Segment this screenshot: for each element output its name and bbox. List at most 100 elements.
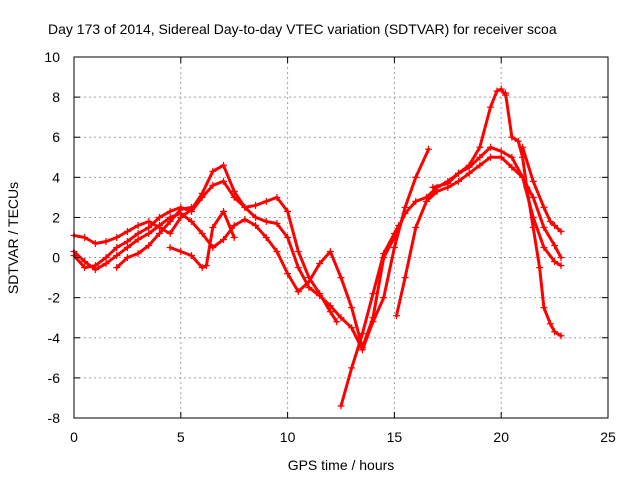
- data-point: [487, 143, 495, 151]
- series-track-7: [501, 89, 565, 340]
- x-tick-label: 20: [493, 429, 509, 445]
- data-point: [166, 244, 174, 252]
- data-point: [220, 207, 228, 215]
- data-point: [348, 324, 356, 332]
- data-point: [546, 217, 554, 225]
- data-point: [497, 85, 505, 93]
- chart-title: Day 173 of 2014, Sidereal Day-to-day VTE…: [48, 21, 557, 37]
- data-point: [401, 209, 409, 217]
- data-point: [412, 197, 420, 205]
- data-point: [425, 145, 433, 153]
- data-point: [252, 221, 260, 229]
- y-tick-label: -6: [48, 370, 61, 386]
- data-point: [113, 264, 121, 272]
- data-point: [145, 242, 153, 250]
- data-point: [284, 207, 292, 215]
- data-point: [433, 187, 441, 195]
- tick-labels: 0 5 10 15 20 25 -8 -6 -4 -2 0 2 4 6 8 10: [44, 49, 616, 445]
- data-point: [326, 248, 334, 256]
- data-point: [294, 264, 302, 272]
- y-tick-label: 2: [52, 209, 60, 225]
- data-point: [220, 177, 228, 185]
- data-point: [134, 229, 142, 237]
- series-track-1: [70, 161, 341, 326]
- data-point: [540, 244, 548, 252]
- data-point: [81, 258, 89, 266]
- data-point: [476, 153, 484, 161]
- series-track-5: [393, 153, 565, 320]
- data-point: [113, 244, 121, 252]
- data-point: [523, 183, 531, 191]
- data-point: [305, 278, 313, 286]
- data-point: [102, 254, 110, 262]
- data-point: [145, 229, 153, 237]
- data-point: [540, 223, 548, 231]
- data-point: [476, 143, 484, 151]
- series-line: [168, 209, 236, 270]
- data-point: [123, 254, 131, 262]
- data-point: [395, 221, 403, 229]
- data-point: [348, 304, 356, 312]
- data-point: [305, 284, 313, 292]
- data-point: [358, 344, 366, 352]
- data-point: [252, 213, 260, 221]
- data-point: [529, 177, 537, 185]
- data-point: [380, 250, 388, 258]
- series-track-6: [429, 85, 509, 191]
- data-point: [326, 302, 334, 310]
- data-point: [187, 217, 195, 225]
- data-point: [123, 244, 131, 252]
- data-point: [316, 292, 324, 300]
- data-point: [284, 270, 292, 278]
- series-track-9: [166, 207, 238, 272]
- data-point: [134, 250, 142, 258]
- series-track-8: [519, 143, 565, 235]
- data-point: [540, 203, 548, 211]
- data-point: [166, 229, 174, 237]
- series-line: [72, 163, 339, 324]
- data-point: [198, 193, 206, 201]
- data-point: [134, 221, 142, 229]
- data-point: [273, 219, 281, 227]
- data-point: [123, 238, 131, 246]
- data-point: [454, 169, 462, 177]
- data-point: [91, 240, 99, 248]
- data-point: [102, 260, 110, 268]
- data-point: [113, 252, 121, 260]
- data-point: [369, 314, 377, 322]
- x-tick-label: 10: [280, 429, 296, 445]
- data-point: [529, 193, 537, 201]
- data-point: [166, 217, 174, 225]
- axis-ticks: [73, 56, 609, 419]
- plot-frame: [73, 56, 609, 419]
- data-point: [557, 254, 565, 262]
- data-point: [390, 229, 398, 237]
- series-line: [339, 224, 401, 408]
- data-point: [294, 288, 302, 296]
- data-point: [429, 183, 437, 191]
- data-point: [551, 242, 559, 250]
- data-point: [155, 229, 163, 237]
- data-point: [337, 402, 345, 410]
- data-point: [187, 252, 195, 260]
- data-point: [284, 234, 292, 241]
- data-point: [390, 244, 398, 252]
- data-point: [546, 320, 554, 328]
- data-point: [177, 248, 185, 256]
- data-point: [519, 143, 527, 151]
- data-point: [358, 330, 366, 338]
- series-track-10: [113, 203, 195, 272]
- data-point: [487, 103, 495, 111]
- data-point: [177, 205, 185, 213]
- data-point: [262, 197, 270, 205]
- y-tick-label: -2: [48, 290, 61, 306]
- y-tick-label: 10: [44, 49, 60, 65]
- data-point: [91, 266, 99, 274]
- data-point: [102, 238, 110, 246]
- data-point: [273, 193, 281, 201]
- data-point: [551, 258, 559, 266]
- data-point: [209, 181, 217, 189]
- x-axis-label: GPS time / hours: [288, 457, 395, 473]
- data-point: [508, 153, 516, 161]
- data-point: [230, 221, 238, 229]
